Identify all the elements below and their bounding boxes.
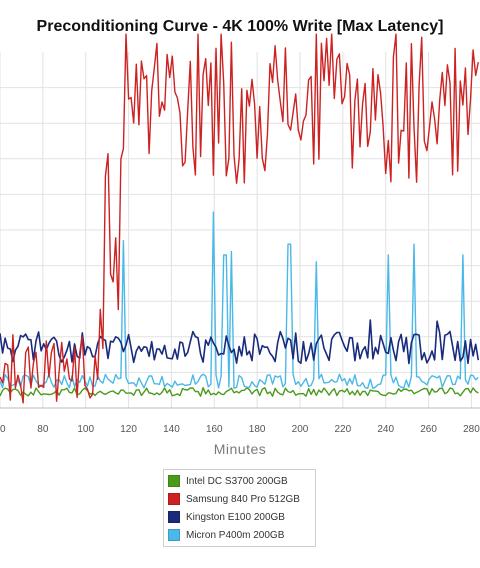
legend-label-micron: Micron P400m 200GB: [186, 529, 285, 541]
x-tick-label-100: 100: [77, 424, 94, 435]
x-tick-label-140: 140: [163, 424, 180, 435]
chart-title: Preconditioning Curve - 4K 100% Write [M…: [36, 18, 444, 35]
x-tick-label-60: 60: [0, 424, 6, 435]
x-tick-label-260: 260: [420, 424, 437, 435]
legend-swatch-kingston: [168, 511, 180, 523]
series-line-micron-p400m-200gb: [0, 211, 479, 389]
x-tick-label-200: 200: [292, 424, 309, 435]
plot-area: 60 80 100 120 140 160 180 200 220 240 260 280: [0, 33, 480, 435]
x-tick-label-240: 240: [377, 424, 394, 435]
x-tick-layer: 60 80 100 120 140 160 180 200 220 240 260 280: [0, 424, 480, 435]
x-tick-label-280: 280: [463, 424, 480, 435]
legend-label-kingston: Kingston E100 200GB: [186, 511, 285, 523]
legend-item-kingston: Kingston E100 200GB: [164, 508, 315, 526]
legend-swatch-micron: [168, 529, 180, 541]
x-tick-label-80: 80: [37, 424, 49, 435]
x-tick-label-220: 220: [335, 424, 352, 435]
x-tick-label-120: 120: [120, 424, 137, 435]
series-layer: [0, 33, 480, 404]
series-line-intel-dc-s3700-200gb: [0, 387, 479, 397]
legend-item-samsung: Samsung 840 Pro 512GB: [164, 490, 315, 508]
series-line-kingston-e100-200gb: [0, 319, 480, 365]
legend-swatch-samsung: [168, 493, 180, 505]
legend-swatch-intel: [168, 475, 180, 487]
legend-item-micron: Micron P400m 200GB: [164, 526, 315, 544]
legend-label-samsung: Samsung 840 Pro 512GB: [186, 493, 300, 505]
x-tick-label-180: 180: [249, 424, 266, 435]
x-axis-label: Minutes: [213, 441, 267, 457]
x-tick-label-160: 160: [206, 424, 223, 435]
legend-item-intel: Intel DC S3700 200GB: [164, 472, 315, 490]
legend-label-intel: Intel DC S3700 200GB: [186, 475, 288, 487]
series-line-samsung-840-pro-512gb: [0, 33, 479, 404]
grid-layer: [0, 52, 480, 409]
legend: Intel DC S3700 200GB Samsung 840 Pro 512…: [163, 469, 316, 547]
